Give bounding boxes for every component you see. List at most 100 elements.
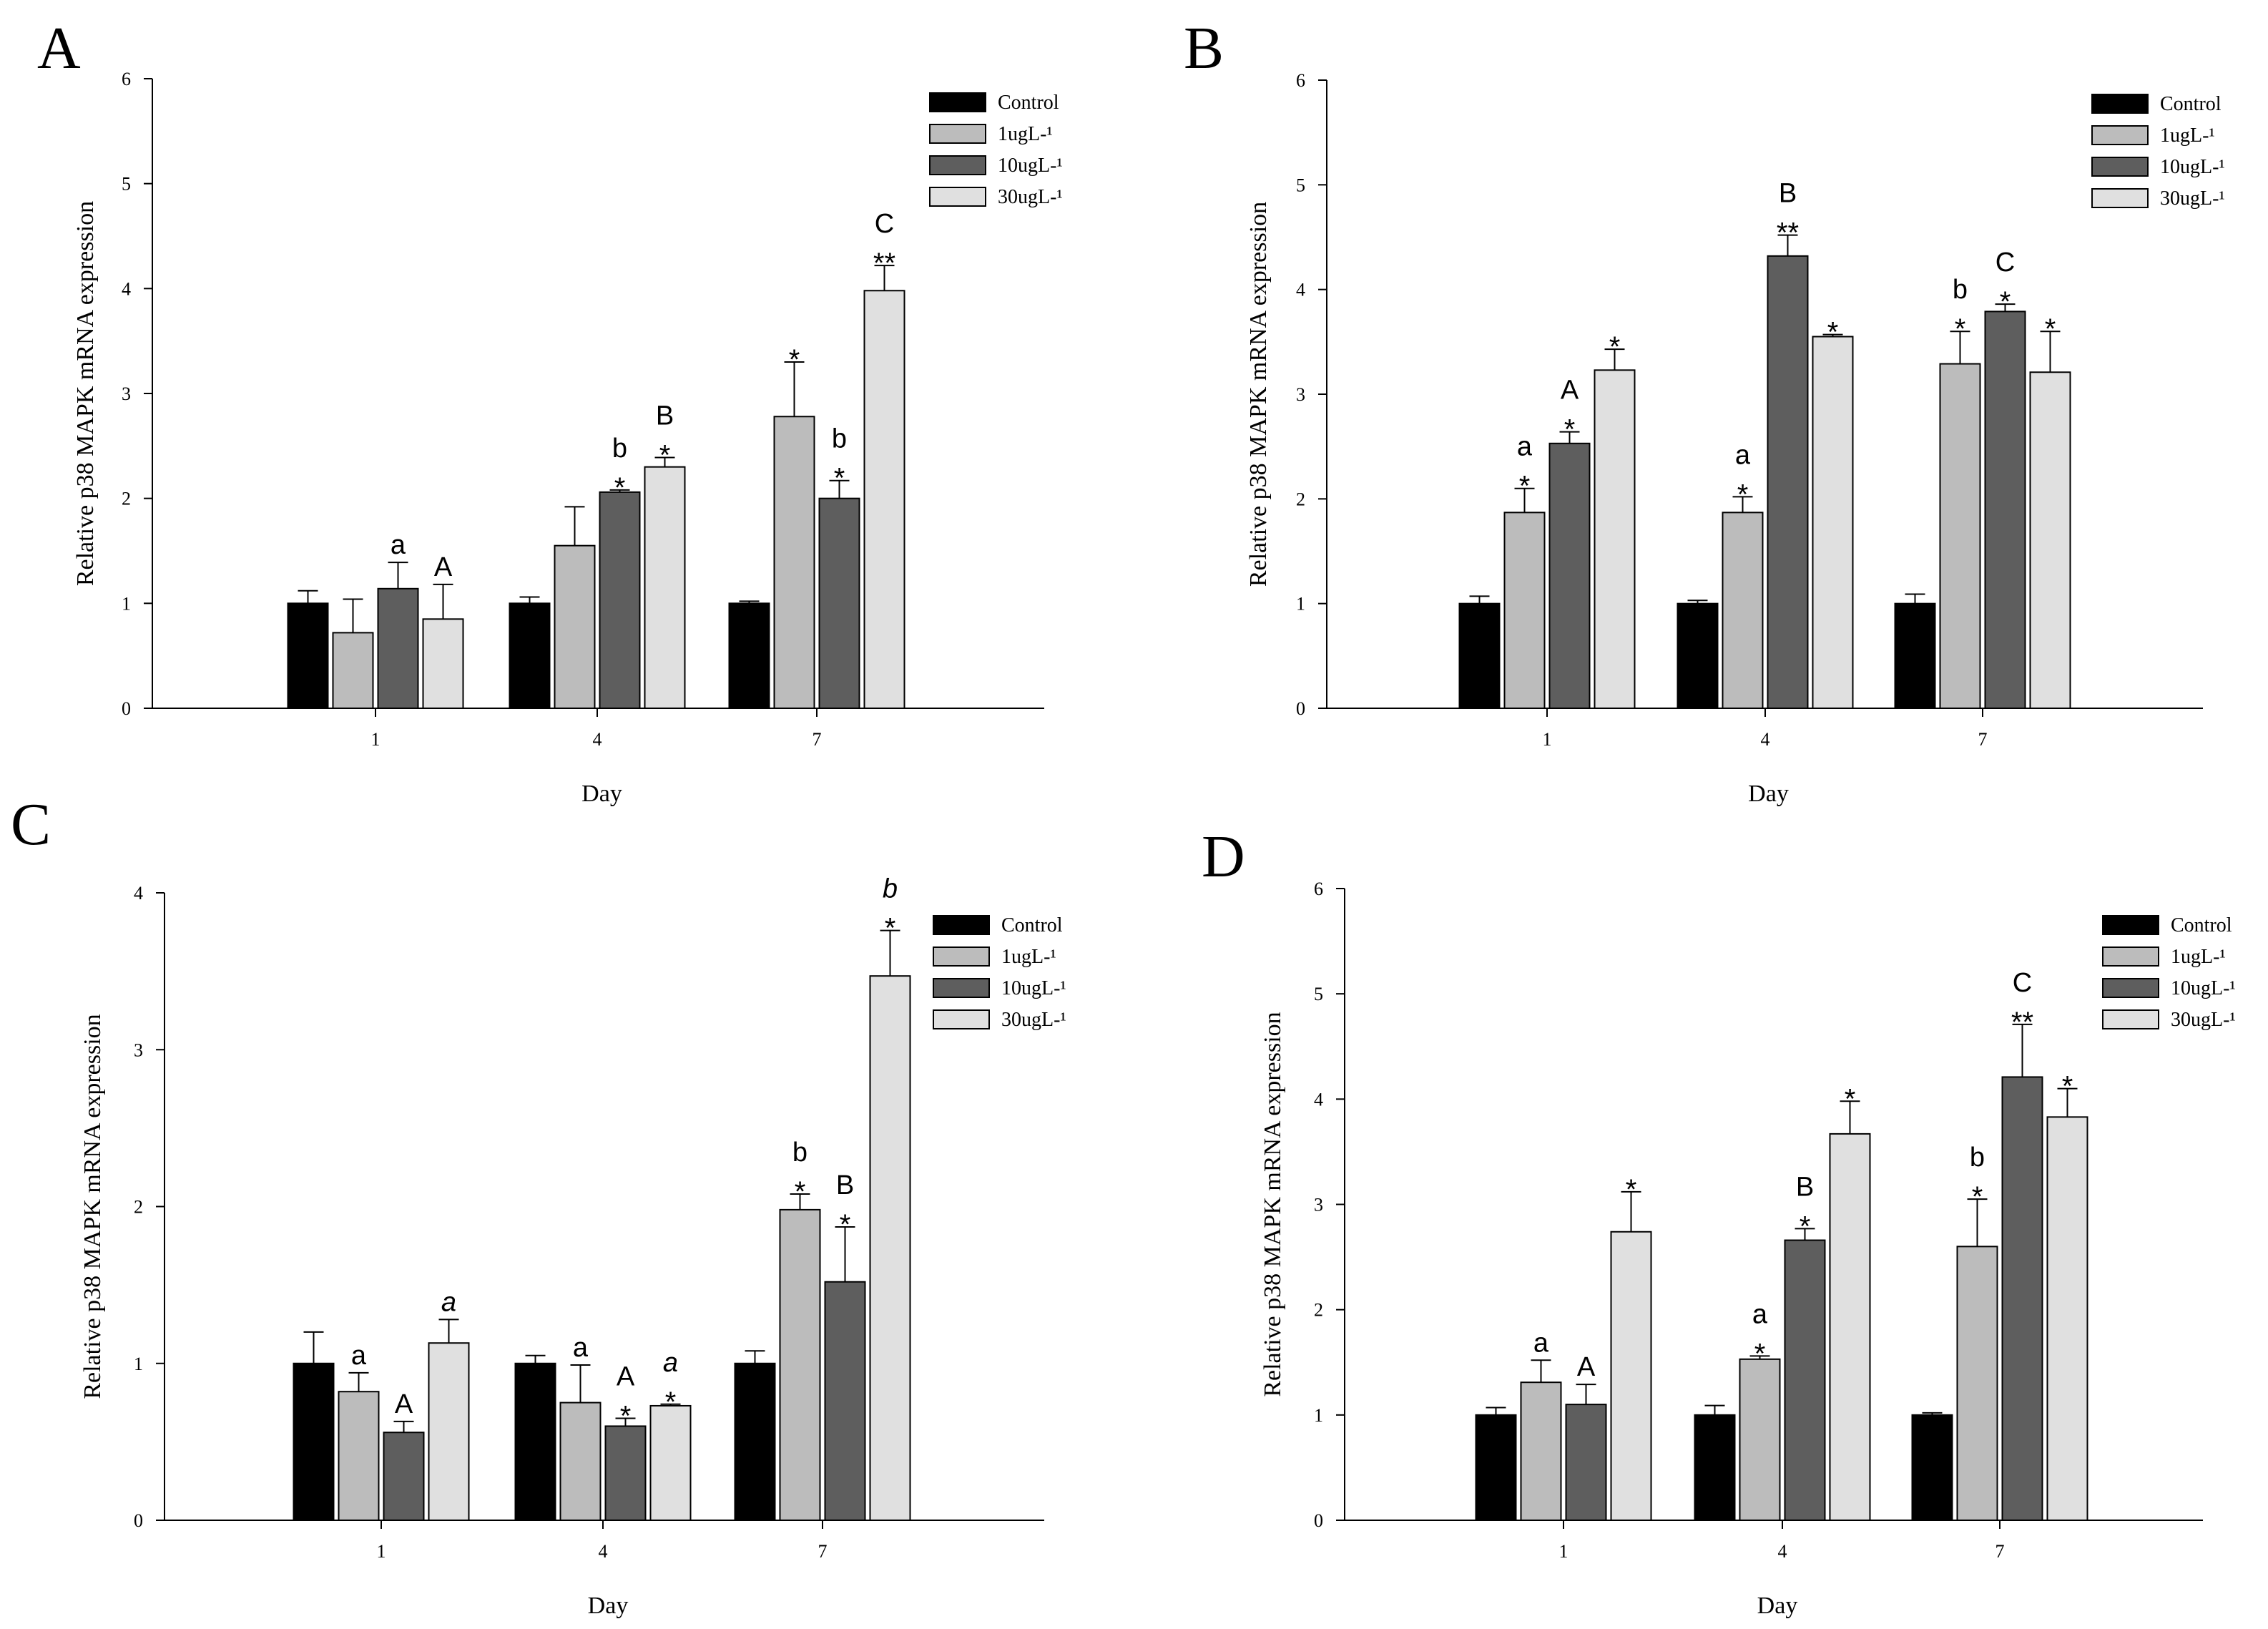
- group-letter: b: [1953, 275, 1968, 305]
- y-tick-label: 5: [1296, 175, 1305, 195]
- y-axis-title: Relative p38 MAPK mRNA expression: [72, 201, 99, 586]
- x-tick-label: 4: [599, 1541, 608, 1562]
- bar: [1722, 512, 1764, 710]
- bar: [1565, 1404, 1607, 1522]
- legend-label: 30ugL-¹: [2171, 1009, 2236, 1031]
- y-tick-label: 4: [122, 278, 131, 299]
- bar: [428, 1342, 470, 1522]
- group-letter: b: [883, 874, 898, 904]
- legend-swatch: [2091, 157, 2149, 177]
- significance-star: *: [834, 463, 845, 494]
- legend-label: 1ugL-¹: [2160, 124, 2215, 147]
- y-tick-label: 2: [1314, 1300, 1323, 1321]
- legend-swatch: [929, 187, 986, 207]
- y-tick-label: 6: [1296, 70, 1305, 91]
- legend: Control 1ugL-¹ 10ugL-¹ 30ugL-¹: [2091, 93, 2225, 210]
- panel-c: C 0 1 2 3 4 1 4 7 Day Relative p38 MAPK mRNA expre…: [11, 791, 1066, 1619]
- bar: [2046, 1116, 2088, 1521]
- bar: [1939, 363, 1981, 709]
- legend-label: 30ugL-¹: [998, 186, 1063, 208]
- x-axis-title: Day: [581, 781, 622, 807]
- group-letter: b: [832, 424, 847, 454]
- legend-label: Control: [998, 92, 1059, 114]
- significance-star: *: [1519, 471, 1531, 502]
- significance-star: *: [1800, 1210, 1811, 1242]
- x-tick-label: 7: [1995, 1541, 2005, 1562]
- y-tick-label: 2: [122, 489, 131, 509]
- x-tick-label: 1: [371, 729, 381, 750]
- bar: [1594, 369, 1636, 709]
- significance-star: *: [2000, 286, 2011, 318]
- panel-letter: A: [37, 15, 81, 82]
- significance-star: *: [1737, 479, 1749, 510]
- group-letter: b: [792, 1138, 807, 1168]
- panel-d: D 0 1 2 3 4 5 6 1 4 7 Day Relative p38 MAPK mRNA exp…: [1202, 823, 2236, 1619]
- bar: [1677, 602, 1719, 710]
- group-letter: C: [875, 209, 894, 239]
- panel-b: B 0 1 2 3 4 5 6 1 4 7 Day Relative p38 MAPK mRNA exp…: [1184, 15, 2225, 807]
- bar: [1520, 1381, 1562, 1521]
- legend-label: Control: [2171, 914, 2232, 936]
- legend-label: 30ugL-¹: [1001, 1009, 1066, 1031]
- bar: [559, 1401, 602, 1521]
- legend-swatch: [2091, 188, 2149, 208]
- significance-star: *: [614, 472, 626, 504]
- bar: [1739, 1358, 1781, 1521]
- y-tick-label: 1: [134, 1354, 143, 1374]
- legend-swatch: [2102, 915, 2159, 935]
- significance-star: *: [1626, 1174, 1637, 1205]
- y-axis-title: Relative p38 MAPK mRNA expression: [1260, 1012, 1286, 1396]
- y-tick-label: 3: [134, 1039, 143, 1060]
- bar: [1784, 1239, 1826, 1521]
- y-tick-label: 0: [134, 1510, 143, 1531]
- bar: [1956, 1246, 1998, 1522]
- group-letter: b: [612, 434, 627, 464]
- group-letter: B: [836, 1170, 854, 1200]
- bar: [1610, 1231, 1652, 1521]
- significance-star: *: [2062, 1071, 2073, 1102]
- significance-star: *: [665, 1386, 677, 1418]
- legend-label: 1ugL-¹: [998, 123, 1053, 145]
- legend-label: 1ugL-¹: [1001, 946, 1056, 968]
- y-tick-label: 5: [1314, 984, 1323, 1004]
- y-tick-label: 4: [1296, 280, 1305, 300]
- y-tick-label: 0: [122, 698, 131, 719]
- bar: [1503, 512, 1546, 710]
- y-tick-label: 2: [134, 1197, 143, 1218]
- significance-star: *: [1972, 1181, 1983, 1213]
- legend-swatch: [2102, 1009, 2159, 1029]
- significance-star: *: [1609, 331, 1621, 363]
- legend-swatch: [2091, 94, 2149, 114]
- legend-label: 10ugL-¹: [998, 155, 1063, 177]
- y-tick-label: 3: [1314, 1195, 1323, 1215]
- significance-star: *: [1955, 313, 1966, 345]
- bar: [1548, 442, 1591, 709]
- bar: [1767, 255, 1809, 709]
- y-tick-label: 1: [122, 593, 131, 614]
- significance-star: *: [789, 344, 800, 376]
- y-tick-label: 5: [122, 174, 131, 195]
- significance-star: *: [885, 913, 896, 944]
- group-letter: a: [351, 1341, 367, 1371]
- y-tick-label: 3: [1296, 384, 1305, 405]
- bar: [2001, 1076, 2043, 1521]
- bar: [1475, 1414, 1517, 1522]
- group-letter: a: [1752, 1299, 1768, 1329]
- bar: [869, 975, 911, 1521]
- legend: Control 1ugL-¹ 10ugL-¹ 30ugL-¹: [933, 914, 1066, 1031]
- significance-star: *: [1827, 317, 1839, 348]
- legend-swatch: [2091, 125, 2149, 145]
- significance-star: *: [2045, 313, 2056, 345]
- bar: [1829, 1133, 1871, 1521]
- legend-swatch: [933, 1009, 990, 1029]
- y-tick-label: 1: [1314, 1405, 1323, 1426]
- bar: [773, 416, 815, 709]
- x-tick-label: 7: [1978, 729, 1988, 750]
- significance-star: *: [659, 439, 671, 471]
- significance-star: **: [873, 248, 895, 279]
- group-letter: a: [573, 1333, 589, 1363]
- legend-label: 30ugL-¹: [2160, 187, 2225, 210]
- x-axis-title: Day: [1757, 1593, 1798, 1619]
- y-tick-label: 2: [1296, 489, 1305, 509]
